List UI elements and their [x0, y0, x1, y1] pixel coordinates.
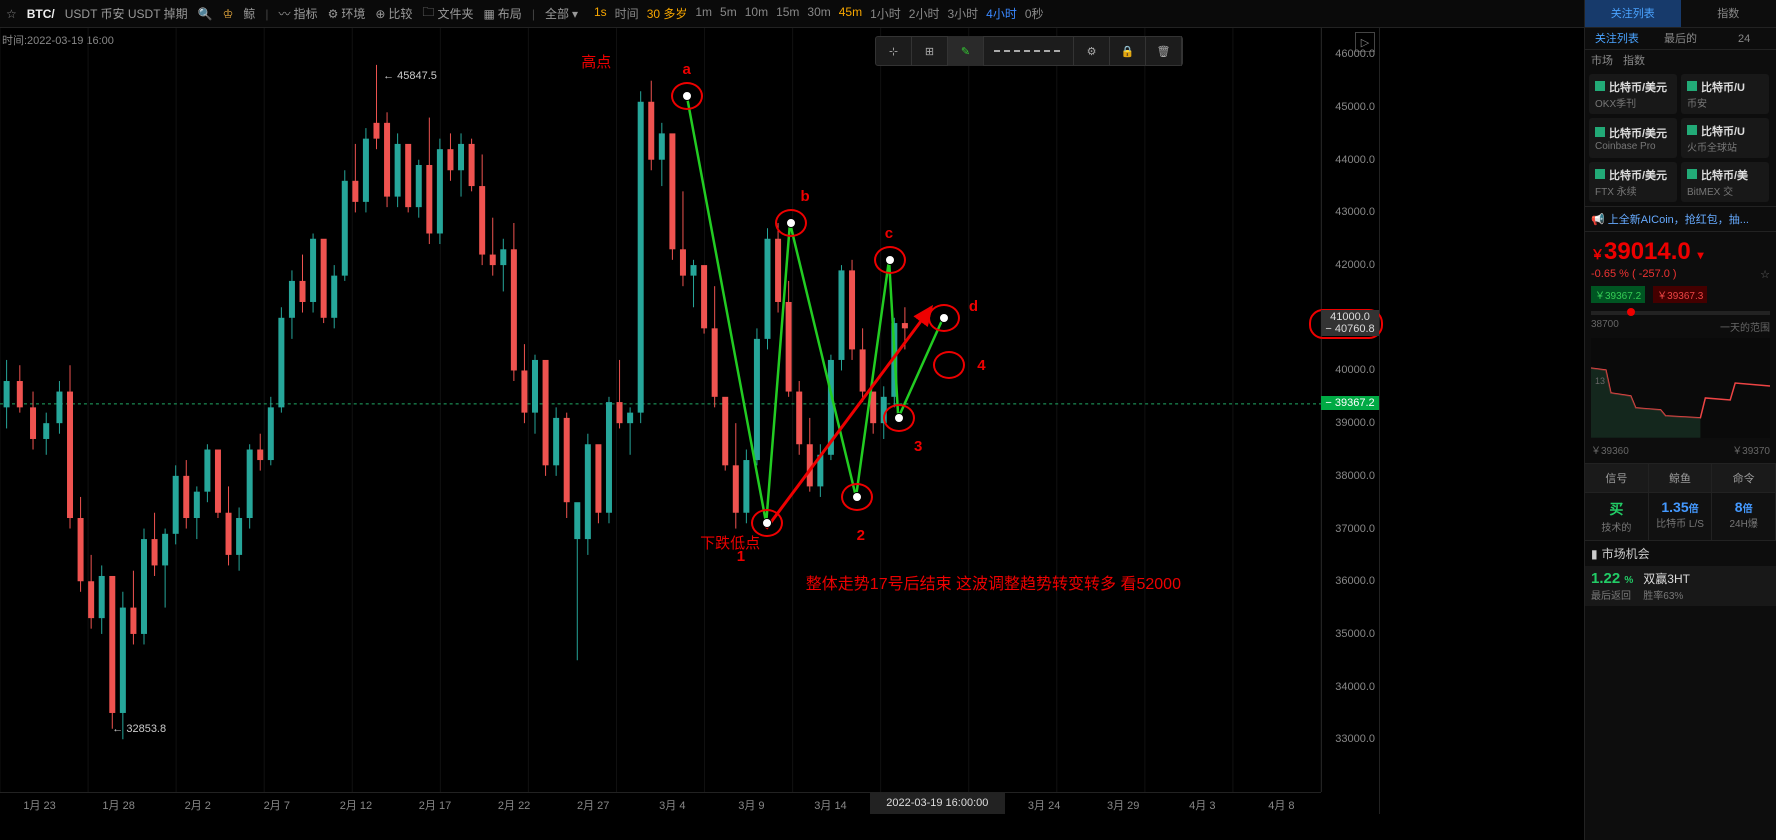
pair-desc: USDT 币安 USDT 掉期 [65, 5, 188, 22]
pair-list: 比特币/美元OKX季刊比特币/U币安比特币/美元Coinbase Pro比特币/… [1585, 70, 1776, 206]
tf-4h[interactable]: 4小时 [986, 5, 1017, 22]
plot-area[interactable]: 高点 下跌低点 整体走势17号后结束 这波调整趋势转变转多 看52000 ← 4… [0, 28, 1321, 792]
lock-icon[interactable]: 🔒 [1110, 36, 1146, 66]
level-bid: ￥39367.2 [1591, 286, 1645, 303]
range-slider[interactable] [1591, 311, 1770, 315]
action-buttons: 信号 鲸鱼 命令 [1585, 463, 1776, 492]
sub-last[interactable]: 最后的 [1649, 28, 1713, 49]
star-icon[interactable]: ☆ [6, 7, 17, 21]
tf-2h[interactable]: 2小时 [909, 5, 940, 22]
anno-high: 高点 [581, 51, 611, 72]
pair-item[interactable]: 比特币/U币安 [1681, 74, 1769, 114]
notice-banner[interactable]: 📢 上全新AICoin，抢红包，抽... [1585, 206, 1776, 231]
ytag-last: − 40760.8 [1321, 322, 1379, 336]
price-value: 39014.0 [1604, 238, 1691, 265]
top-toolbar: ☆ BTC/ USDT 币安 USDT 掉期 🔍 ♔ 鲸 | 〰 指标 ⚙ 环境… [0, 0, 1776, 28]
tf-1s[interactable]: 1s [594, 5, 607, 22]
high-price: ← 45847.5 [383, 70, 437, 82]
tf-30[interactable]: 30 多岁 [647, 5, 688, 22]
pair-item[interactable]: 比特币/美元OKX季刊 [1589, 74, 1677, 114]
tf-5m[interactable]: 5m [720, 5, 737, 22]
anno-low: 下跌低点 [700, 532, 760, 553]
magnet-icon[interactable]: ⊹ [876, 36, 912, 66]
y-axis: 46000.045000.044000.043000.042000.041000… [1321, 28, 1379, 792]
grid-tool-icon[interactable]: ⊞ [912, 36, 948, 66]
svg-text:13: 13 [1595, 376, 1605, 386]
tf-1m[interactable]: 1m [695, 5, 712, 22]
stat-cards: 买技术的1.35倍比特币 L/S8倍24H爆 [1585, 492, 1776, 540]
row-index[interactable]: 指数 [1623, 52, 1645, 68]
settings-icon[interactable]: ⚙ [1074, 36, 1110, 66]
tf-15m[interactable]: 15m [776, 5, 799, 22]
tf-0s[interactable]: 0秒 [1025, 5, 1044, 22]
tf-10m[interactable]: 10m [745, 5, 768, 22]
btn-signal[interactable]: 信号 [1585, 464, 1649, 492]
tf-time[interactable]: 时间 [615, 5, 639, 22]
ytag-current: − 39367.2 [1321, 396, 1379, 410]
chart-area[interactable]: 时间:2022-03-19 16:00 ▷ 高点 下跌低点 整体走势17号后结束… [0, 28, 1380, 814]
opportunity-row[interactable]: 1.22 % 最后返回 双赢3HT 胜率63% [1585, 566, 1776, 606]
drawing-toolbar: ⊹ ⊞ ✎ ⚙ 🔒 🗑 [875, 36, 1183, 66]
stat-card[interactable]: 8倍24H爆 [1712, 493, 1776, 540]
whale-btn[interactable]: 鲸 [243, 5, 255, 22]
x-axis: 1月 231月 282月 22月 72月 122月 172月 222月 273月… [0, 792, 1321, 814]
tab-index[interactable]: 指数 [1681, 0, 1776, 27]
sidebar: 关注列表 指数 关注列表 最后的 24 市场 指数 比特币/美元OKX季刊比特币… [1584, 0, 1776, 840]
tf-30m[interactable]: 30m [807, 5, 830, 22]
stat-card[interactable]: 买技术的 [1585, 493, 1649, 540]
price-block: ￥39014.0 ▾ -0.65 % ( -257.0 ) ☆ ￥39367.2… [1585, 231, 1776, 463]
trash-icon[interactable]: 🗑 [1146, 36, 1182, 66]
candle-svg [0, 28, 1321, 792]
env-btn[interactable]: ⚙ 环境 [328, 5, 366, 22]
tf-1h[interactable]: 1小时 [870, 5, 901, 22]
sub-watchlist[interactable]: 关注列表 [1585, 28, 1649, 49]
tf-3h[interactable]: 3小时 [947, 5, 978, 22]
compare-btn[interactable]: ⊕ 比较 [375, 5, 412, 22]
symbol[interactable]: BTC/ [27, 7, 55, 21]
timeframe-list: 1s 时间 30 多岁 1m 5m 10m 15m 30m 45m 1小时 2小… [594, 5, 1044, 22]
btn-whale[interactable]: 鲸鱼 [1649, 464, 1713, 492]
pair-item[interactable]: 比特币/U火币全球站 [1681, 118, 1769, 158]
line-style[interactable] [984, 36, 1074, 66]
folder-btn[interactable]: 🗀 文件夹 [422, 3, 473, 24]
indicator-btn[interactable]: 〰 指标 [279, 5, 318, 22]
pencil-icon[interactable]: ✎ [948, 36, 984, 66]
mini-chart: 13 [1591, 338, 1770, 438]
tf-45m[interactable]: 45m [839, 5, 862, 22]
pair-item[interactable]: 比特币/美元FTX 永续 [1589, 162, 1677, 202]
anno-main: 整体走势17号后结束 这波调整趋势转变转多 看52000 [806, 570, 1181, 594]
tab-watchlist[interactable]: 关注列表 [1585, 0, 1681, 27]
btn-order[interactable]: 命令 [1712, 464, 1776, 492]
sub-24[interactable]: 24 [1712, 28, 1776, 49]
price-change: -0.65 % ( -257.0 ) ☆ [1591, 268, 1770, 280]
pair-item[interactable]: 比特币/美BitMEX 交 [1681, 162, 1769, 202]
pair-item[interactable]: 比特币/美元Coinbase Pro [1589, 118, 1677, 158]
row-market[interactable]: 市场 [1591, 52, 1613, 68]
layout-btn[interactable]: ▦ 布局 [483, 5, 521, 22]
level-ask: ￥39367.3 [1653, 286, 1707, 303]
sidebar-tabs: 关注列表 指数 [1585, 0, 1776, 28]
low-price: ← 32853.8 [112, 723, 166, 735]
crown-icon[interactable]: ♔ [223, 7, 234, 21]
tf-all[interactable]: 全部 ▾ [545, 5, 578, 22]
search-icon[interactable]: 🔍 [198, 7, 213, 21]
stat-card[interactable]: 1.35倍比特币 L/S [1649, 493, 1713, 540]
opportunity-header[interactable]: ▮市场机会 [1585, 540, 1776, 566]
